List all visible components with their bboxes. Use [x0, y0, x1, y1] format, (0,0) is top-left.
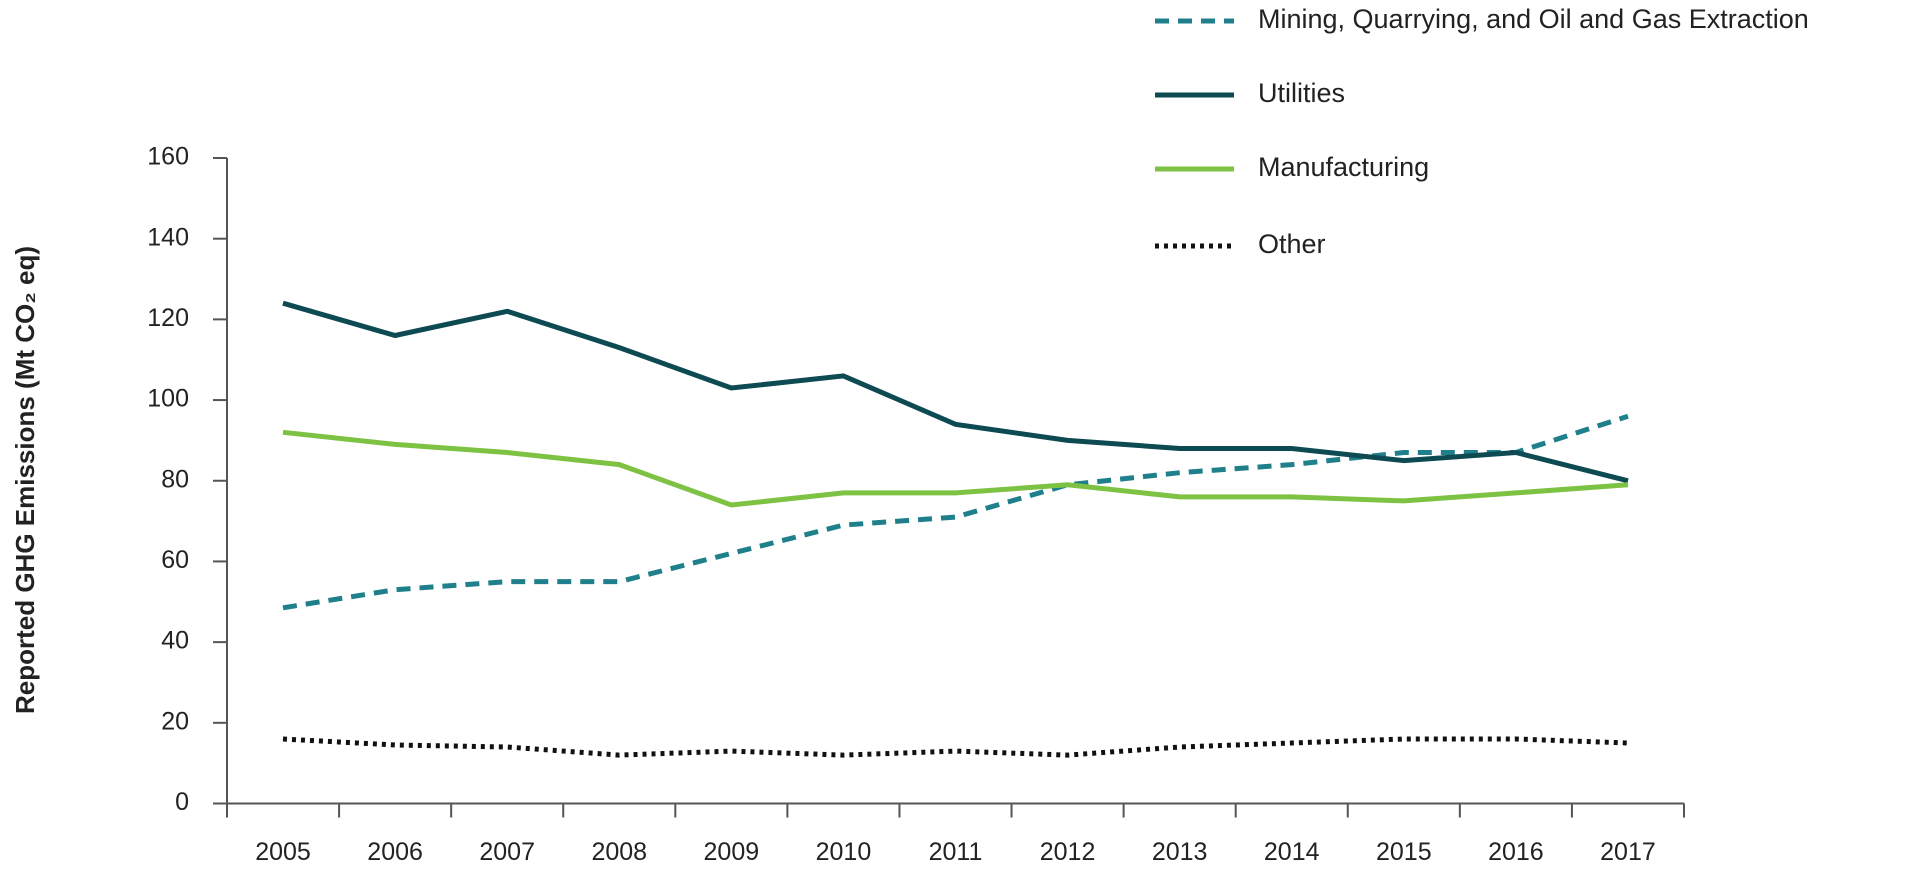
x-tick-label: 2013	[1152, 838, 1208, 866]
x-tick-label: 2016	[1488, 838, 1544, 866]
x-tick-label: 2011	[929, 838, 983, 866]
y-tick-label: 0	[175, 788, 189, 816]
y-tick-label: 160	[147, 143, 189, 171]
y-axis-label: Reported GHG Emissions (Mt CO₂ eq)	[10, 246, 40, 714]
x-tick-label: 2008	[591, 838, 647, 866]
x-tick-label: 2010	[816, 838, 872, 866]
legend-label: Manufacturing	[1258, 152, 1429, 182]
series-line	[282, 413, 1629, 611]
legend-label: Mining, Quarrying, and Oil and Gas Extra…	[1258, 4, 1809, 34]
series-line	[282, 736, 1629, 758]
y-tick-label: 40	[161, 627, 189, 655]
x-tick-label: 2014	[1264, 838, 1320, 866]
x-tick-label: 2015	[1376, 838, 1432, 866]
legend-label: Utilities	[1258, 78, 1345, 108]
x-tick-label: 2009	[704, 838, 760, 866]
series-line	[282, 429, 1629, 508]
y-tick-label: 20	[161, 707, 189, 735]
y-tick-label: 60	[161, 546, 189, 574]
x-tick-label: 2017	[1600, 838, 1656, 866]
series-line	[282, 300, 1629, 484]
y-tick-label: 80	[161, 465, 189, 493]
x-tick-label: 2007	[479, 838, 535, 866]
x-tick-label: 2012	[1040, 838, 1096, 866]
y-tick-label: 100	[147, 385, 189, 413]
x-tick-label: 2006	[367, 838, 423, 866]
legend-label: Other	[1258, 229, 1326, 259]
y-tick-label: 140	[147, 223, 189, 251]
x-tick-label: 2005	[255, 838, 311, 866]
y-tick-label: 120	[147, 304, 189, 332]
